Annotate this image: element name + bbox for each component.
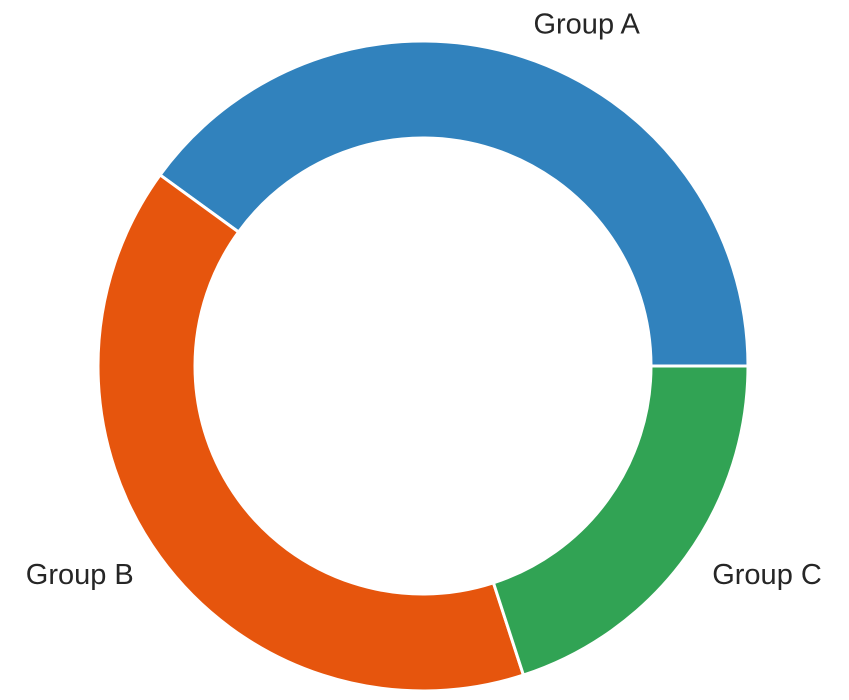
slice-label: Group C [712, 559, 822, 591]
donut-slice [157, 39, 750, 368]
slice-label: Group B [26, 559, 134, 591]
donut-slice [96, 172, 526, 693]
slice-label: Group A [533, 9, 640, 41]
donut-slice [491, 364, 750, 677]
